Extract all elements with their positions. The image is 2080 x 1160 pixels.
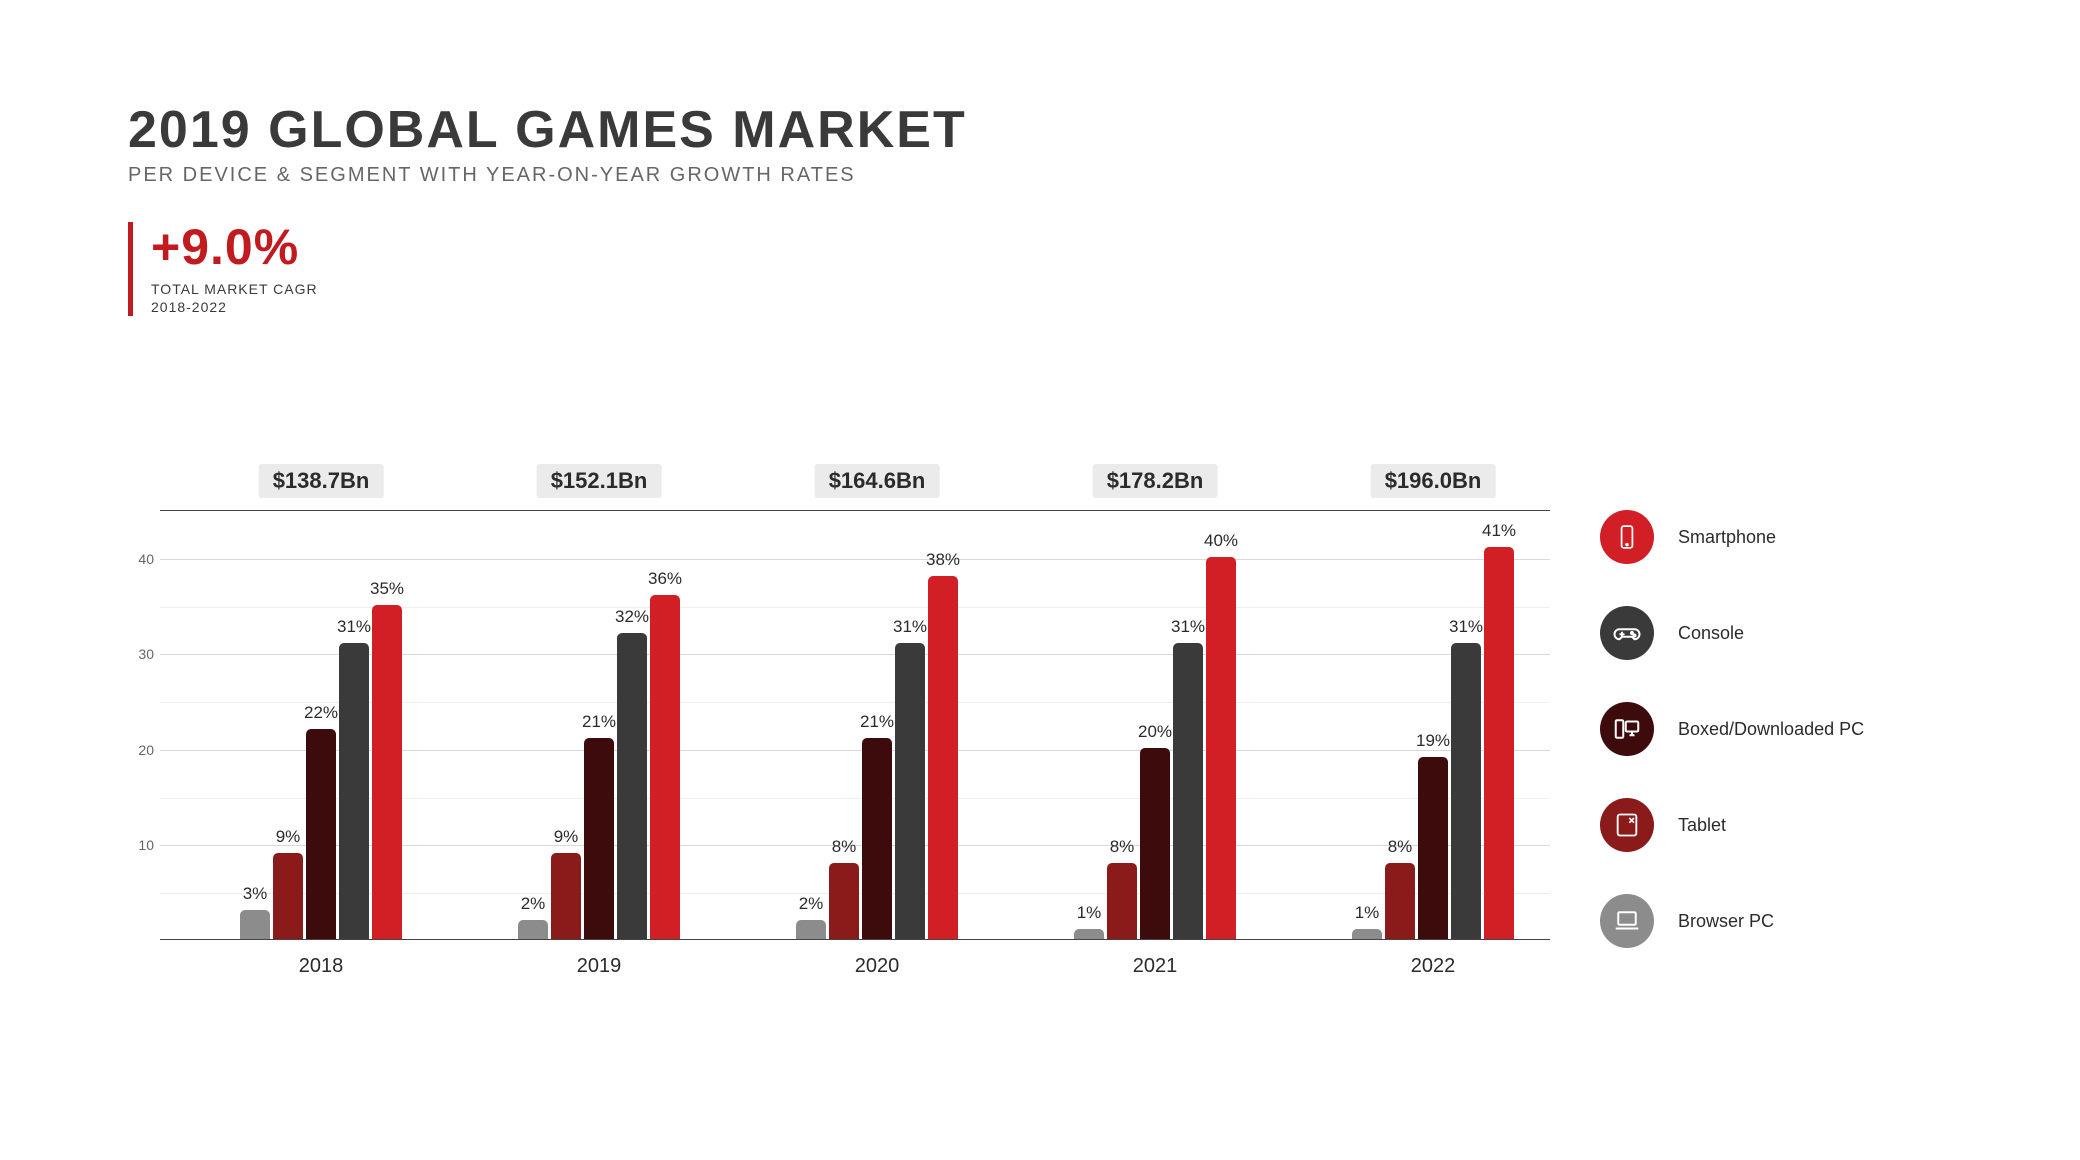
bar-value-label: 40% (1204, 531, 1238, 551)
bar-value-label: 9% (554, 827, 579, 847)
x-axis-label: 2020 (855, 955, 900, 978)
legend-label: Console (1678, 623, 1744, 644)
bar: 31% (895, 643, 925, 939)
bar-value-label: 31% (1449, 617, 1483, 637)
bar: 3% (240, 910, 270, 939)
bar: 40% (1206, 557, 1236, 939)
gridline (160, 559, 1550, 560)
header: 2019 GLOBAL GAMES MARKET PER DEVICE & SE… (128, 100, 967, 187)
bar: 36% (650, 595, 680, 939)
bar: 8% (1107, 863, 1137, 939)
cagr-callout: +9.0% TOTAL MARKET CAGR 2018-2022 (128, 222, 318, 316)
bar: 38% (928, 576, 958, 939)
y-axis-tick: 10 (128, 837, 154, 853)
bar-value-label: 31% (337, 617, 371, 637)
bar: 20% (1140, 748, 1170, 939)
chart-plot-area: 102030403%9%22%31%35%2018$138.7Bn2%9%21%… (160, 510, 1550, 940)
chart-legend: Smartphone Console Boxed/Downloaded PC Tabl… (1600, 510, 1864, 948)
bar: 1% (1074, 929, 1104, 939)
bar: 32% (617, 633, 647, 939)
y-axis-tick: 20 (128, 742, 154, 758)
bar-value-label: 3% (243, 884, 268, 904)
bar: 35% (372, 605, 402, 939)
bar-value-label: 21% (582, 712, 616, 732)
smartphone-icon (1600, 510, 1654, 564)
bar-value-label: 19% (1416, 731, 1450, 751)
bar-value-label: 35% (370, 579, 404, 599)
bar-value-label: 38% (926, 550, 960, 570)
legend-label: Boxed/Downloaded PC (1678, 719, 1864, 740)
year-total-badge: $152.1Bn (537, 464, 662, 498)
bar: 41% (1484, 547, 1514, 939)
legend-item: Browser PC (1600, 894, 1864, 948)
x-axis-label: 2022 (1411, 955, 1456, 978)
x-axis-label: 2021 (1133, 955, 1178, 978)
cagr-label: TOTAL MARKET CAGR 2018-2022 (151, 280, 318, 316)
bar-value-label: 2% (521, 894, 546, 914)
y-axis-tick: 30 (128, 646, 154, 662)
bar-value-label: 8% (1110, 837, 1135, 857)
bar-value-label: 1% (1077, 903, 1102, 923)
bar-group: 1%8%19%31%41% (1352, 547, 1514, 939)
legend-item: Boxed/Downloaded PC (1600, 702, 1864, 756)
legend-label: Smartphone (1678, 527, 1776, 548)
bar: 9% (273, 853, 303, 939)
bar-value-label: 2% (799, 894, 824, 914)
bar: 8% (829, 863, 859, 939)
bar-group: 2%8%21%31%38% (796, 576, 958, 939)
year-total-badge: $178.2Bn (1093, 464, 1218, 498)
bar: 9% (551, 853, 581, 939)
bar-value-label: 20% (1138, 722, 1172, 742)
bar-value-label: 8% (1388, 837, 1413, 857)
segment-bar-chart: 102030403%9%22%31%35%2018$138.7Bn2%9%21%… (120, 460, 1550, 1010)
bar-value-label: 31% (893, 617, 927, 637)
bar-group: 3%9%22%31%35% (240, 605, 402, 939)
pc-icon (1600, 702, 1654, 756)
bar-value-label: 36% (648, 569, 682, 589)
bar: 21% (862, 738, 892, 939)
bar-group: 2%9%21%32%36% (518, 595, 680, 939)
bar: 21% (584, 738, 614, 939)
page-subtitle: PER DEVICE & SEGMENT WITH YEAR-ON-YEAR G… (128, 164, 967, 187)
laptop-icon (1600, 894, 1654, 948)
bar-group: 1%8%20%31%40% (1074, 557, 1236, 939)
bar: 31% (1173, 643, 1203, 939)
bar-value-label: 32% (615, 607, 649, 627)
bar: 22% (306, 729, 336, 939)
legend-item: Smartphone (1600, 510, 1864, 564)
page-title: 2019 GLOBAL GAMES MARKET (128, 100, 967, 160)
y-axis-tick: 40 (128, 551, 154, 567)
bar: 1% (1352, 929, 1382, 939)
year-total-badge: $138.7Bn (259, 464, 384, 498)
legend-item: Tablet (1600, 798, 1864, 852)
x-axis-label: 2019 (577, 955, 622, 978)
year-total-badge: $196.0Bn (1371, 464, 1496, 498)
bar-value-label: 8% (832, 837, 857, 857)
bar-value-label: 21% (860, 712, 894, 732)
legend-item: Console (1600, 606, 1864, 660)
console-icon (1600, 606, 1654, 660)
bar-value-label: 31% (1171, 617, 1205, 637)
bar-value-label: 9% (276, 827, 301, 847)
year-total-badge: $164.6Bn (815, 464, 940, 498)
bar: 19% (1418, 757, 1448, 939)
x-axis-label: 2018 (299, 955, 344, 978)
legend-label: Browser PC (1678, 911, 1774, 932)
cagr-value: +9.0% (151, 222, 318, 272)
bar: 31% (339, 643, 369, 939)
bar-value-label: 41% (1482, 521, 1516, 541)
bar: 8% (1385, 863, 1415, 939)
bar-value-label: 22% (304, 703, 338, 723)
bar-value-label: 1% (1355, 903, 1380, 923)
bar: 2% (518, 920, 548, 939)
tablet-icon (1600, 798, 1654, 852)
bar: 31% (1451, 643, 1481, 939)
bar: 2% (796, 920, 826, 939)
legend-label: Tablet (1678, 815, 1726, 836)
